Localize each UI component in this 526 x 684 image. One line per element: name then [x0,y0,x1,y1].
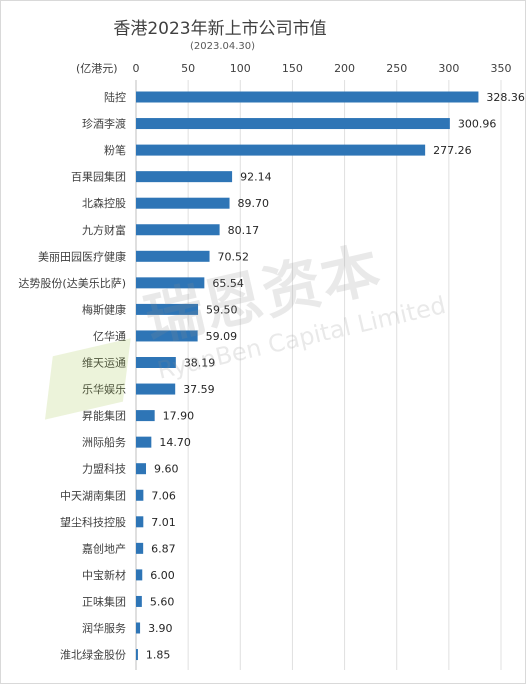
x-tick-label: 0 [133,62,140,75]
bar [136,542,144,554]
bar [136,383,176,395]
category-label: 美丽田园医疗健康 [38,249,126,263]
data-label: 7.01 [151,516,176,529]
category-label: 中宝新材 [82,568,126,582]
category-label: 九方财富 [82,223,126,237]
bar [136,171,233,183]
bar [136,197,230,209]
chart-title: 香港2023年新上市公司市值 [113,19,327,39]
category-label: 润华服务 [82,621,126,635]
bar [136,569,143,581]
data-label: 1.85 [146,649,171,662]
data-label: 38.19 [184,357,216,370]
data-label: 9.60 [154,463,179,476]
x-tick-label: 100 [230,62,251,75]
bar [136,118,450,130]
category-label: 望尘科技控股 [60,515,126,529]
data-label: 70.52 [218,250,250,263]
data-label: 59.09 [206,330,238,343]
category-label: 中天湖南集团 [60,488,126,502]
data-label: 328.36 [486,91,525,104]
bar [136,277,205,289]
bar [136,250,210,262]
chart-subtitle: (2023.04.30) [190,41,256,52]
category-label: 粉笔 [104,143,126,157]
bar [136,489,144,501]
data-label: 14.70 [159,436,191,449]
data-label: 65.54 [212,277,244,290]
category-label: 维天运通 [82,357,126,370]
bar [136,357,176,368]
data-label: 5.60 [150,595,175,608]
data-label: 37.59 [183,383,215,396]
bar [136,224,220,236]
category-label: 北森控股 [82,196,126,210]
category-label: 亿华通 [93,329,126,343]
data-label: 6.00 [150,569,175,582]
bar [136,463,147,475]
data-label: 277.26 [433,144,472,157]
bar [136,330,198,342]
category-label: 陆控 [104,90,126,104]
x-tick-label: 350 [491,62,512,75]
bar [136,622,141,634]
x-tick-label: 200 [334,62,355,75]
category-label: 嘉创地产 [82,541,126,555]
data-label: 59.50 [206,303,238,316]
category-label: 乐华娱乐 [82,382,126,396]
x-tick-label: 50 [181,62,195,75]
category-label: 昇能集团 [82,409,126,423]
unit-label: (亿港元) [76,62,118,75]
bar [136,144,426,156]
category-label: 珍酒李渡 [82,117,126,131]
category-label: 洲际船务 [82,435,126,449]
data-label: 80.17 [228,224,259,237]
bar [136,410,155,422]
category-label: 百果园集团 [71,170,126,184]
category-label: 力盟科技 [82,462,126,476]
bar [136,595,142,607]
bar [136,649,138,661]
data-label: 92.14 [240,171,272,184]
category-label: 达势股份(达美乐比萨) [18,277,126,290]
bar [136,303,199,315]
x-tick-label: 300 [438,62,459,75]
x-tick-label: 150 [282,62,303,75]
data-label: 3.90 [148,622,173,635]
category-label: 淮北绿金股份 [60,648,126,662]
data-label: 7.06 [151,489,176,502]
category-label: 梅斯健康 [82,302,126,316]
data-label: 6.87 [151,542,176,555]
data-label: 300.96 [458,118,497,131]
x-tick-label: 250 [386,62,407,75]
bar [136,516,144,528]
bar [136,436,152,448]
data-label: 89.70 [238,197,270,210]
category-label: 正味集团 [82,594,126,608]
bar [136,91,479,103]
data-label: 17.90 [163,410,195,423]
